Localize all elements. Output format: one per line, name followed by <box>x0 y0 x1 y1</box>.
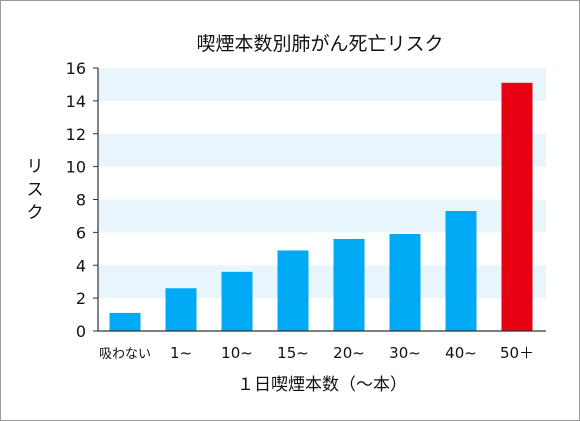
bar <box>165 288 197 331</box>
x-tick-label: 30~ <box>389 344 421 362</box>
x-tick-label: 1~ <box>170 344 192 362</box>
bar <box>445 211 477 331</box>
bars <box>109 82 533 331</box>
x-axis-label: １日喫煙本数（〜本） <box>237 375 407 395</box>
grid-bands <box>98 68 546 299</box>
x-tick-label: 10~ <box>221 344 253 362</box>
y-tick-label: 10 <box>66 158 86 177</box>
x-tick-label: 15~ <box>277 344 309 362</box>
y-tick-label: 12 <box>66 125 86 144</box>
y-tick-label: 2 <box>76 289 86 308</box>
x-tick-label: 吸わない <box>99 347 151 362</box>
chart-title: 喫煙本数別肺がん死亡リスク <box>196 33 443 55</box>
y-tick-label: 6 <box>76 223 86 242</box>
x-tick-labels: 吸わない 1~ 10~ 15~ 20~ 30~ 40~ 50＋ <box>99 344 534 362</box>
bar <box>109 312 141 331</box>
grid-band <box>98 265 546 299</box>
y-tick-label: 8 <box>76 191 86 210</box>
y-tick-labels: 0 2 4 6 8 10 12 14 16 <box>66 59 98 341</box>
x-tick-label: 20~ <box>333 344 365 362</box>
y-tick-label: 4 <box>76 256 86 275</box>
bar <box>501 82 533 331</box>
bar <box>333 238 365 331</box>
grid-band <box>98 133 546 167</box>
bar <box>277 250 309 331</box>
x-tick-label: 50＋ <box>500 344 534 362</box>
x-tick-label: 40~ <box>445 344 477 362</box>
y-tick-label: 14 <box>66 92 86 111</box>
grid-band <box>98 199 546 233</box>
y-axis-label: リスク <box>27 157 44 223</box>
y-tick-label: 16 <box>66 59 86 78</box>
bar <box>221 271 253 331</box>
bar <box>389 234 421 331</box>
y-tick-label: 0 <box>76 322 86 341</box>
grid-band <box>98 68 546 101</box>
